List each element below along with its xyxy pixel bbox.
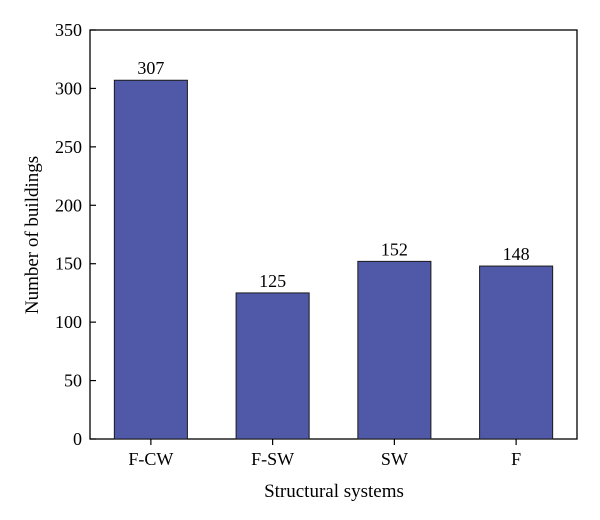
y-tick-label-200: 200	[55, 195, 82, 215]
data-label-f-sw: 125	[259, 271, 286, 291]
y-axis-title: Number of buildings	[22, 156, 43, 314]
data-label-f-cw: 307	[137, 58, 164, 78]
plot-area	[89, 29, 578, 440]
bar-f	[479, 265, 554, 440]
bars	[113, 79, 554, 440]
x-axis-title: Structural systems	[264, 481, 404, 502]
data-label-sw: 152	[381, 239, 408, 259]
plot-frame	[89, 29, 578, 440]
x-tick-label-f: F	[511, 449, 521, 469]
y-tick-label-150: 150	[55, 254, 82, 274]
y-tick-label-250: 250	[55, 137, 82, 157]
x-tick-label-f-sw: F-SW	[251, 449, 294, 469]
bar-f-cw	[113, 79, 188, 440]
y-tick-label-100: 100	[55, 312, 82, 332]
y-tick-label-0: 0	[73, 429, 82, 449]
bar-f-sw	[235, 292, 310, 440]
y-tick-label-350: 350	[55, 20, 82, 40]
data-label-f: 148	[503, 244, 530, 264]
axes: F-CW F-SW SW F 0 50 100 150 200 250 300 350	[55, 20, 521, 469]
x-tick-label-f-cw: F-CW	[128, 449, 173, 469]
bar-sw	[357, 260, 432, 440]
y-tick-label-300: 300	[55, 78, 82, 98]
y-tick-label-50: 50	[64, 371, 82, 391]
x-tick-label-sw: SW	[381, 449, 408, 469]
data-labels: 307 125 152 148	[137, 58, 529, 291]
